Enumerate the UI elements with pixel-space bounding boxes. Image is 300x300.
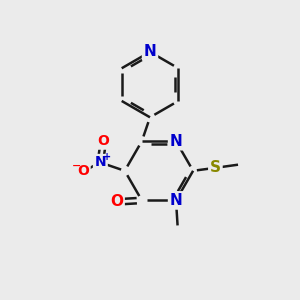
Text: N: N: [169, 193, 182, 208]
Text: +: +: [103, 152, 111, 161]
Text: −: −: [72, 160, 81, 170]
Text: N: N: [169, 134, 182, 149]
Text: O: O: [110, 194, 123, 209]
Text: O: O: [77, 164, 89, 178]
Text: N: N: [144, 44, 156, 59]
Text: N: N: [94, 155, 106, 170]
Text: O: O: [98, 134, 109, 148]
Text: S: S: [210, 160, 221, 175]
